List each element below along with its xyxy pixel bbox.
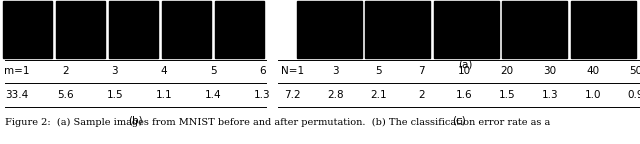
FancyBboxPatch shape: [365, 1, 430, 58]
Text: 1.5: 1.5: [499, 90, 515, 100]
FancyBboxPatch shape: [109, 1, 158, 58]
Text: 20: 20: [500, 66, 513, 76]
FancyBboxPatch shape: [3, 1, 52, 58]
Text: 10: 10: [458, 66, 470, 76]
Text: 1.3: 1.3: [254, 90, 271, 100]
Text: 1.5: 1.5: [107, 90, 124, 100]
FancyBboxPatch shape: [502, 1, 567, 58]
FancyBboxPatch shape: [162, 1, 211, 58]
FancyBboxPatch shape: [571, 1, 636, 58]
Text: (b): (b): [128, 116, 143, 126]
Text: 2.8: 2.8: [327, 90, 344, 100]
FancyBboxPatch shape: [297, 1, 362, 58]
Text: 1.0: 1.0: [584, 90, 601, 100]
Text: 30: 30: [543, 66, 556, 76]
Text: 33.4: 33.4: [5, 90, 28, 100]
Text: 7.2: 7.2: [284, 90, 301, 100]
FancyBboxPatch shape: [434, 1, 499, 58]
Text: (c): (c): [452, 116, 465, 126]
Text: 7: 7: [418, 66, 424, 76]
Text: 1.1: 1.1: [156, 90, 172, 100]
FancyBboxPatch shape: [56, 1, 105, 58]
Text: 3: 3: [332, 66, 339, 76]
Text: 3: 3: [111, 66, 118, 76]
Text: 40: 40: [586, 66, 599, 76]
Text: 5: 5: [375, 66, 381, 76]
Text: 0.9: 0.9: [627, 90, 640, 100]
Text: 50: 50: [629, 66, 640, 76]
Text: 2.1: 2.1: [370, 90, 387, 100]
FancyBboxPatch shape: [215, 1, 264, 58]
Text: 1.4: 1.4: [205, 90, 221, 100]
Text: 2: 2: [63, 66, 69, 76]
Text: 4: 4: [161, 66, 168, 76]
Text: Figure 2:  (a) Sample images from MNIST before and after permutation.  (b) The c: Figure 2: (a) Sample images from MNIST b…: [5, 118, 550, 127]
Text: 1.3: 1.3: [541, 90, 558, 100]
Text: 5.6: 5.6: [58, 90, 74, 100]
Text: 2: 2: [418, 90, 424, 100]
Text: N=1: N=1: [281, 66, 304, 76]
Text: 5: 5: [210, 66, 216, 76]
Text: 6: 6: [259, 66, 266, 76]
Text: (a): (a): [458, 60, 473, 70]
Text: 1.6: 1.6: [456, 90, 472, 100]
Text: m=1: m=1: [4, 66, 29, 76]
